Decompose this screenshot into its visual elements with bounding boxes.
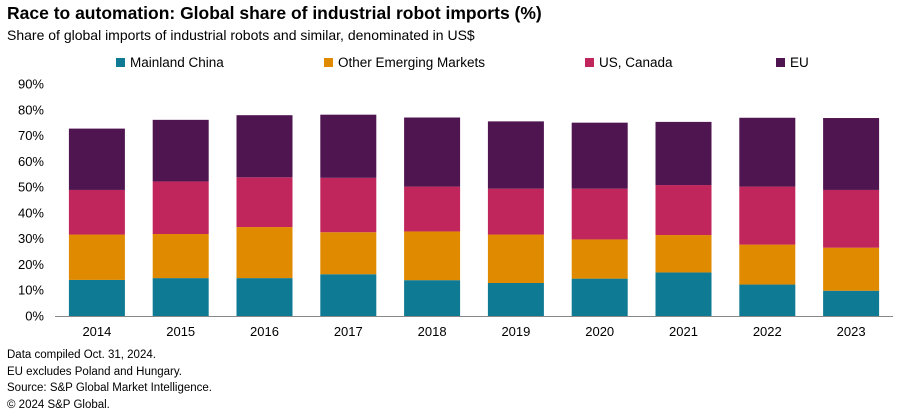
bar-segment-eu-2022	[739, 117, 796, 187]
bar-segment-us-canada-2016	[236, 177, 293, 228]
x-tick-label: 2023	[837, 324, 866, 339]
legend-label-other-emerging-markets: Other Emerging Markets	[338, 55, 486, 70]
bar-segment-us-canada-2017	[320, 177, 377, 233]
bar-segment-other-emerging-markets-2014	[68, 234, 125, 280]
legend-swatch-mainland-china	[116, 58, 125, 67]
bar-segment-mainland-china-2023	[823, 290, 880, 316]
bar-segment-eu-2014	[68, 128, 125, 190]
x-tick-label: 2014	[82, 324, 111, 339]
footnotes: Data compiled Oct. 31, 2024. EU excludes…	[7, 347, 212, 413]
legend-item-other-emerging-markets: Other Emerging Markets	[324, 55, 485, 70]
y-tick-label: 50%	[18, 180, 44, 195]
y-tick-label: 10%	[18, 283, 44, 298]
footnote-eu-exclusion: EU excludes Poland and Hungary.	[7, 365, 182, 378]
bar-segment-mainland-china-2017	[320, 274, 377, 316]
bar-segment-mainland-china-2016	[236, 278, 293, 316]
bar-segment-other-emerging-markets-2015	[152, 234, 209, 279]
footnote-source: Source: S&P Global Market Intelligence.	[7, 382, 212, 394]
legend-item-eu: EU	[776, 55, 809, 70]
bar-segment-eu-2023	[823, 118, 880, 190]
bar-segment-us-canada-2022	[739, 186, 796, 245]
bar-segment-mainland-china-2022	[739, 284, 796, 316]
chart-subtitle: Share of global imports of industrial ro…	[7, 27, 475, 43]
bar-segment-us-canada-2020	[571, 188, 628, 240]
bar-segment-mainland-china-2014	[68, 279, 125, 316]
x-tick-label: 2016	[250, 324, 279, 339]
bar-segment-eu-2019	[487, 121, 544, 189]
bar-segment-other-emerging-markets-2019	[487, 234, 544, 284]
bar-segment-us-canada-2014	[68, 189, 125, 235]
bar-segment-eu-2020	[571, 122, 628, 189]
stacked-bar-chart: 0% 10% 20% 30% 40% 50% 60% 70% 80% 90% 2014 2015 201…	[18, 77, 893, 339]
legend-label-eu: EU	[790, 55, 809, 70]
x-tick-label: 2021	[669, 324, 698, 339]
y-tick-label: 90%	[18, 77, 44, 92]
bar-segment-us-canada-2021	[655, 185, 712, 236]
y-tick-label: 70%	[18, 128, 44, 143]
legend: Mainland China Other Emerging Markets US…	[0, 55, 907, 75]
footnote-copyright: © 2024 S&P Global.	[7, 398, 110, 411]
x-tick-label: 2015	[166, 324, 195, 339]
bar-segment-mainland-china-2015	[152, 278, 209, 316]
bar-segment-eu-2015	[152, 119, 209, 182]
x-tick-label: 2019	[501, 324, 530, 339]
legend-label-mainland-china: Mainland China	[130, 55, 224, 70]
bar-segment-mainland-china-2021	[655, 272, 712, 316]
y-tick-label: 20%	[18, 257, 44, 272]
y-tick-label: 0%	[25, 309, 44, 324]
y-tick-label: 30%	[18, 231, 44, 246]
bar-segment-other-emerging-markets-2022	[739, 244, 796, 285]
bar-segment-eu-2018	[404, 117, 461, 187]
bar-segment-other-emerging-markets-2021	[655, 235, 712, 273]
bar-segment-eu-2017	[320, 114, 377, 178]
bar-segment-us-canada-2018	[404, 186, 461, 232]
bar-segment-eu-2016	[236, 115, 293, 178]
bar-segment-mainland-china-2019	[487, 283, 544, 316]
legend-swatch-other-emerging-markets	[324, 58, 333, 67]
legend-swatch-eu	[776, 58, 785, 67]
x-tick-label: 2018	[418, 324, 447, 339]
legend-item-us-canada: US, Canada	[585, 55, 673, 70]
legend-swatch-us-canada	[585, 58, 594, 67]
bar-segment-us-canada-2019	[487, 188, 544, 235]
bar-segment-us-canada-2015	[152, 181, 209, 235]
x-tick-label: 2022	[753, 324, 782, 339]
bar-segment-mainland-china-2020	[571, 278, 628, 316]
bar-segment-mainland-china-2018	[404, 280, 461, 316]
x-tick-label: 2017	[334, 324, 363, 339]
legend-label-us-canada: US, Canada	[599, 55, 673, 70]
y-tick-label: 60%	[18, 154, 44, 169]
chart-title: Race to automation: Global share of indu…	[7, 3, 542, 23]
bar-segment-us-canada-2023	[823, 189, 880, 248]
footnote-data-compiled: Data compiled Oct. 31, 2024.	[7, 349, 156, 361]
x-tick-label: 2020	[585, 324, 614, 339]
bar-segment-other-emerging-markets-2020	[571, 239, 628, 279]
y-tick-label: 80%	[18, 102, 44, 117]
bar-segment-other-emerging-markets-2016	[236, 227, 293, 279]
bar-segment-other-emerging-markets-2023	[823, 247, 880, 291]
legend-item-mainland-china: Mainland China	[116, 55, 224, 70]
bar-segment-other-emerging-markets-2017	[320, 232, 377, 275]
y-tick-label: 40%	[18, 205, 44, 220]
bar-segment-other-emerging-markets-2018	[404, 231, 461, 281]
bar-segment-eu-2021	[655, 121, 712, 186]
